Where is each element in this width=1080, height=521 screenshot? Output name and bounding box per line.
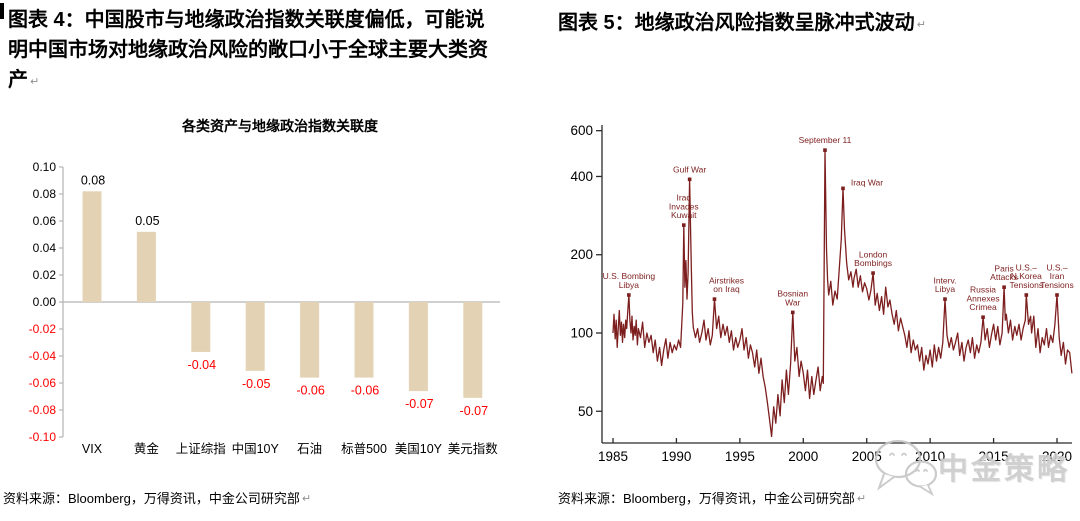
svg-text:600: 600	[570, 123, 593, 138]
line-axes: 50 100 200 400 600 1985 1990 1995 2000 2005 2010 20…	[570, 123, 1072, 464]
svg-text:1985: 1985	[598, 449, 628, 464]
svg-text:Annexes: Annexes	[967, 293, 1000, 303]
figure4-heading-line3: 产 ↵	[8, 69, 40, 91]
svg-text:-0.05: -0.05	[242, 377, 271, 391]
figure5-heading: 图表 5：地缘政治风险指数呈脉冲式波动 ↵	[558, 12, 926, 34]
pilcrow-mark: ↵	[30, 76, 40, 88]
svg-text:石油: 石油	[297, 442, 322, 456]
bar-中国10Y	[245, 302, 265, 371]
svg-text:U.S. Bombing: U.S. Bombing	[603, 271, 656, 281]
svg-text:U.S.–: U.S.–	[1046, 262, 1068, 272]
svg-text:美元指数: 美元指数	[448, 441, 499, 456]
svg-text:Paris: Paris	[994, 263, 1013, 273]
svg-text:Bosnian: Bosnian	[777, 289, 808, 299]
svg-text:Tensions: Tensions	[1040, 280, 1074, 290]
svg-text:-0.06: -0.06	[351, 384, 380, 398]
svg-text:-0.02: -0.02	[29, 322, 57, 336]
figure5-source: 资料来源：Bloomberg，万得资讯，中金公司研究部 ↵	[558, 491, 867, 506]
svg-text:0.08: 0.08	[33, 187, 57, 201]
svg-text:Libya: Libya	[935, 284, 956, 294]
svg-text:1990: 1990	[661, 449, 691, 464]
svg-text:0.05: 0.05	[135, 214, 159, 228]
svg-text:War: War	[785, 297, 800, 307]
gpr-series-line	[612, 149, 1073, 438]
svg-text:Crimea: Crimea	[969, 302, 997, 312]
bar-石油	[300, 302, 320, 378]
svg-text:-0.04: -0.04	[188, 358, 217, 372]
svg-text:0.02: 0.02	[33, 268, 57, 282]
svg-text:Gulf War: Gulf War	[673, 164, 706, 174]
svg-text:0.08: 0.08	[81, 173, 105, 187]
svg-text:September 11: September 11	[799, 135, 852, 145]
svg-text:Libya: Libya	[619, 280, 640, 290]
svg-text:上证综指: 上证综指	[176, 441, 226, 456]
svg-text:-0.10: -0.10	[29, 430, 57, 444]
bar-y-axis: 0.10 0.08 0.06 0.04 0.02 0.00 -0.02 -0.04 -0.06 -…	[29, 160, 64, 444]
svg-text:400: 400	[570, 169, 593, 184]
svg-text:VIX: VIX	[82, 442, 103, 456]
svg-text:Iran: Iran	[1050, 271, 1065, 281]
line-chart-svg: 50 100 200 400 600 1985 1990 1995 2000 2005 2010 20…	[570, 123, 1074, 464]
bar-上证综指	[191, 302, 211, 352]
svg-text:-0.04: -0.04	[29, 349, 57, 363]
svg-text:Russia: Russia	[970, 285, 996, 295]
svg-text:2005: 2005	[852, 449, 882, 464]
svg-text:黄金: 黄金	[134, 441, 160, 456]
figure4-heading-line1: 图表 4：中国股市与地缘政治指数关联度偏低，可能说	[8, 9, 485, 31]
svg-text:中国10Y: 中国10Y	[232, 441, 280, 456]
svg-text:美国10Y: 美国10Y	[395, 442, 443, 456]
bar-美元指数	[463, 302, 483, 398]
svg-text:标普500: 标普500	[341, 442, 387, 456]
bar-chart-svg: 0.10 0.08 0.06 0.04 0.02 0.00 -0.02 -0.04 -0.06 -…	[29, 160, 500, 456]
bar-美国10Y	[408, 302, 428, 392]
svg-text:Attacks: Attacks	[990, 272, 1018, 282]
svg-text:Kuwait: Kuwait	[671, 210, 697, 220]
svg-text:Invades: Invades	[669, 201, 699, 211]
pilcrow-mark: ↵	[916, 19, 926, 31]
svg-text:2020: 2020	[1042, 449, 1072, 464]
bar-chart-title: 各类资产与地缘政治指数关联度	[182, 118, 378, 134]
bar-category-labels: VIX 黄金 上证综指 中国10Y 石油 标普500 美国10Y 美元指数	[82, 441, 498, 456]
svg-text:Tensions: Tensions	[1010, 280, 1044, 290]
svg-text:Bombings: Bombings	[854, 258, 892, 268]
svg-text:Airstrikes: Airstrikes	[709, 275, 744, 285]
svg-text:-0.08: -0.08	[29, 403, 57, 417]
figure4-source: 资料来源：Bloomberg，万得资讯，中金公司研究部 ↵	[3, 491, 312, 506]
svg-text:0.04: 0.04	[33, 241, 57, 255]
svg-text:0.10: 0.10	[33, 160, 57, 174]
svg-text:London: London	[859, 249, 888, 259]
svg-text:Interv.: Interv.	[933, 275, 956, 285]
svg-text:U.S.–: U.S.–	[1016, 262, 1038, 272]
svg-text:50: 50	[578, 404, 593, 419]
bar-VIX	[82, 191, 102, 302]
svg-text:2000: 2000	[788, 449, 818, 464]
svg-text:-0.07: -0.07	[460, 404, 489, 418]
svg-text:on Iraq: on Iraq	[713, 284, 740, 294]
bar-标普500	[354, 302, 374, 378]
svg-text:Iraq War: Iraq War	[851, 177, 883, 187]
svg-text:1995: 1995	[725, 449, 755, 464]
pilcrow-mark: ↵	[301, 493, 312, 505]
svg-text:-0.06: -0.06	[29, 376, 57, 390]
svg-text:100: 100	[570, 326, 593, 341]
bar-黄金	[136, 231, 156, 302]
bars	[82, 191, 483, 398]
pilcrow-mark: ↵	[856, 493, 867, 505]
svg-text:2010: 2010	[915, 449, 945, 464]
figure4-heading: 图表 4：中国股市与地缘政治指数关联度偏低，可能说 明中国市场对地缘政治风险的敞…	[8, 5, 488, 97]
text-cursor-bar	[0, 3, 4, 19]
bar-value-labels: 0.08 0.05 -0.04 -0.05 -0.06 -0.06 -0.07 -0.07	[81, 173, 488, 418]
figure4-heading-line2: 明中国市场对地缘政治风险的敞口小于全球主要大类资	[8, 39, 488, 61]
svg-text:0.06: 0.06	[33, 214, 57, 228]
svg-text:-0.06: -0.06	[296, 384, 325, 398]
svg-text:0.00: 0.00	[33, 295, 57, 309]
svg-text:2015: 2015	[979, 449, 1009, 464]
svg-text:Iraq: Iraq	[676, 193, 691, 203]
svg-text:200: 200	[570, 247, 593, 262]
svg-text:-0.07: -0.07	[405, 397, 434, 411]
svg-text:N.Korea: N.Korea	[1011, 271, 1042, 281]
